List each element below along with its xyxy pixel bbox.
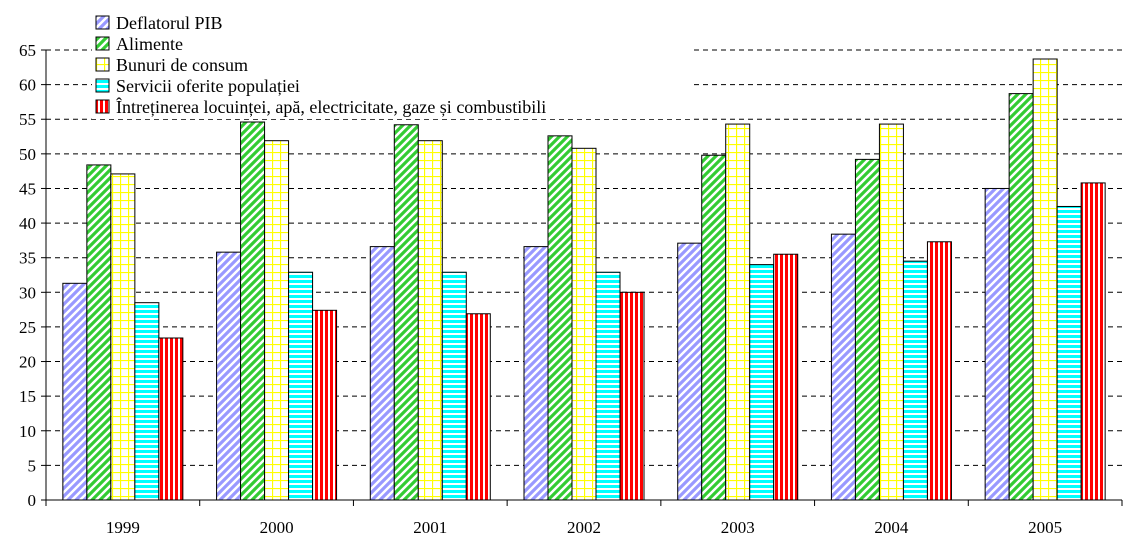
legend-label: Servicii oferite populației — [116, 76, 300, 96]
bar-2002-series-1 — [523, 246, 549, 501]
bar-2005-series-2 — [1008, 93, 1034, 501]
bar-2005-series-3 — [1032, 58, 1058, 501]
bar-2003-series-5 — [773, 253, 799, 501]
bar-2001-series-3 — [417, 140, 443, 501]
legend-swatch — [95, 78, 110, 93]
bar-2005-series-4 — [1056, 205, 1082, 501]
legend-swatch — [95, 36, 110, 51]
bar-2000-series-5 — [312, 309, 338, 501]
bar-2004-series-5 — [926, 241, 952, 501]
y-tick-label: 65 — [19, 41, 36, 60]
x-tick-label: 1999 — [106, 518, 140, 537]
bar-2002-series-3 — [571, 147, 597, 501]
bar-2001-series-2 — [393, 124, 419, 501]
bar-2001-series-4 — [441, 271, 467, 501]
legend-background — [92, 10, 692, 119]
legend-label: Întreținerea locuinței, apă, electricita… — [116, 96, 546, 117]
legend-label: Bunuri de consum — [116, 55, 248, 75]
bar-1999-series-1 — [62, 282, 88, 501]
x-tick-label: 2004 — [874, 518, 909, 537]
bar-2002-series-4 — [595, 271, 621, 501]
bars — [62, 58, 1106, 501]
y-tick-label: 45 — [19, 179, 36, 198]
bar-1999-series-3 — [110, 173, 136, 501]
y-tick-label: 50 — [19, 145, 36, 164]
x-tick-label: 2005 — [1028, 518, 1062, 537]
bar-2004-series-3 — [878, 123, 904, 501]
bar-2002-series-2 — [547, 135, 573, 501]
legend-label: Alimente — [116, 34, 183, 54]
bar-2003-series-3 — [725, 123, 751, 501]
bar-2005-series-5 — [1080, 182, 1106, 501]
legend-swatch — [95, 15, 110, 30]
bar-2002-series-5 — [619, 291, 645, 501]
y-tick-label: 30 — [19, 283, 36, 302]
y-tick-label: 60 — [19, 76, 36, 95]
y-tick-label: 35 — [19, 249, 36, 268]
x-tick-label: 2002 — [567, 518, 601, 537]
y-tick-label: 5 — [28, 456, 37, 475]
y-tick-label: 10 — [19, 422, 36, 441]
bar-1999-series-4 — [134, 302, 160, 501]
bar-2003-series-1 — [677, 242, 703, 501]
bar-2000-series-2 — [240, 121, 266, 501]
bar-2000-series-4 — [288, 271, 314, 501]
bar-2001-series-1 — [369, 246, 395, 501]
bar-2003-series-2 — [701, 154, 727, 501]
bar-2000-series-1 — [216, 251, 242, 501]
bar-2004-series-1 — [830, 233, 856, 501]
y-tick-label: 40 — [19, 214, 36, 233]
bar-2004-series-2 — [854, 158, 880, 501]
bar-1999-series-5 — [158, 337, 184, 501]
legend-swatch — [95, 57, 110, 72]
y-tick-label: 55 — [19, 110, 36, 129]
y-tick-label: 0 — [28, 491, 37, 510]
bar-2005-series-1 — [984, 187, 1010, 501]
bar-2003-series-4 — [749, 264, 775, 501]
x-tick-label: 2001 — [413, 518, 447, 537]
bar-2000-series-3 — [264, 140, 290, 501]
axes: 0 5 10 15 20 25 30 35 40 45 50 55 60 65 1999 2000 2001 20… — [19, 41, 1123, 537]
y-tick-label: 25 — [19, 318, 36, 337]
x-tick-label: 2003 — [721, 518, 755, 537]
y-tick-label: 15 — [19, 387, 36, 406]
legend-label: Deflatorul PIB — [116, 13, 222, 33]
bar-1999-series-2 — [86, 164, 112, 501]
bar-2001-series-5 — [465, 313, 491, 501]
x-tick-label: 2000 — [260, 518, 294, 537]
y-tick-label: 20 — [19, 353, 36, 372]
legend-swatch — [95, 99, 110, 114]
bar-2004-series-4 — [902, 260, 928, 501]
